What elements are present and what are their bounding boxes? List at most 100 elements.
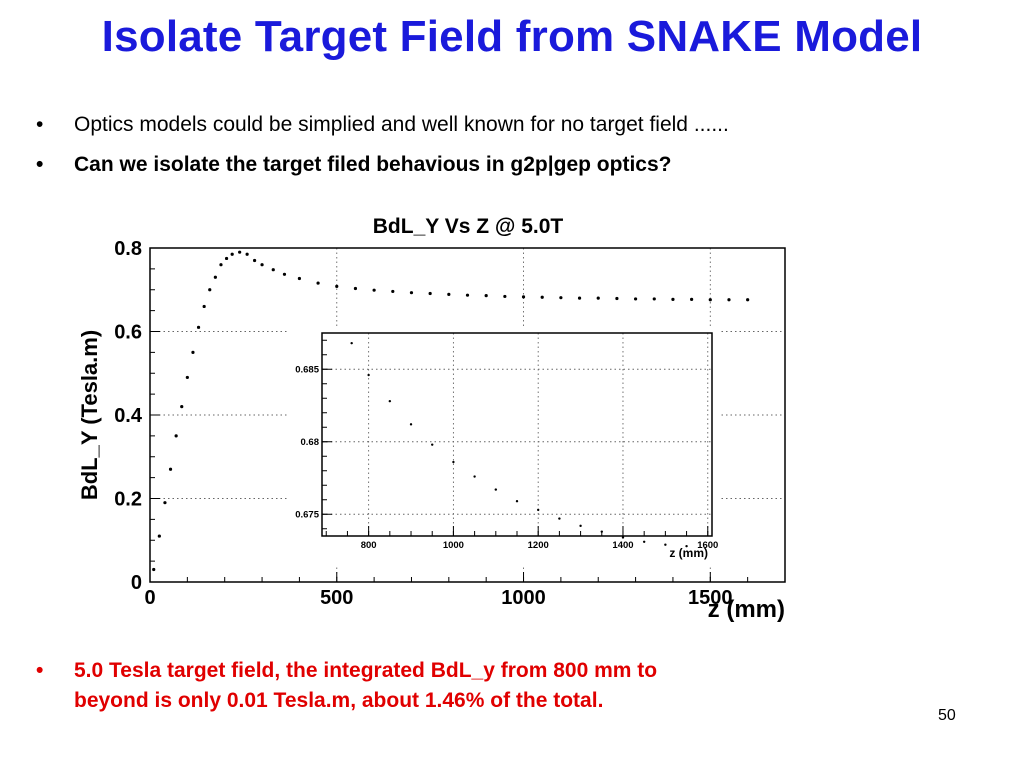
x-tick-label: 1000 <box>501 587 546 609</box>
data-point <box>335 284 339 289</box>
data-point <box>230 252 234 256</box>
data-point <box>388 399 392 403</box>
data-point <box>350 341 353 345</box>
data-point <box>596 296 600 300</box>
x-tick-label: 1200 <box>528 540 549 551</box>
bullet-item: • Can we isolate the target filed behavi… <box>36 152 996 178</box>
data-point <box>238 250 242 254</box>
data-point <box>316 281 320 285</box>
data-point <box>579 524 582 528</box>
data-point <box>494 488 498 491</box>
inset-x-axis-label: z (mm) <box>669 546 708 560</box>
data-point <box>409 291 414 295</box>
x-tick-label: 1000 <box>443 540 464 551</box>
x-tick-label: 500 <box>320 587 353 609</box>
data-point <box>252 258 257 263</box>
data-point <box>690 297 694 301</box>
plot-frame <box>321 332 713 537</box>
data-point <box>633 297 638 301</box>
bullet-marker: • <box>36 113 44 136</box>
y-tick-label: 0.685 <box>295 364 319 375</box>
data-point <box>353 286 358 291</box>
y-tick-label: 0.2 <box>114 489 142 511</box>
x-tick-label: 0 <box>144 587 155 609</box>
data-point <box>185 375 189 380</box>
data-point <box>671 297 675 301</box>
data-point <box>540 295 544 299</box>
bullet-marker: • <box>36 153 44 176</box>
data-point <box>157 534 161 538</box>
data-point <box>409 423 413 426</box>
y-tick-label: 0.68 <box>301 437 320 448</box>
bullet-text: 5.0 Tesla target field, the integrated B… <box>74 656 657 716</box>
data-point <box>428 291 432 296</box>
data-point <box>515 500 519 503</box>
x-tick-label: 1400 <box>612 540 633 551</box>
plot-background <box>322 333 712 536</box>
y-tick-label: 0.675 <box>295 509 319 520</box>
chart-title: BdL_Y Vs Z @ 5.0T <box>373 215 564 238</box>
y-tick-label: 0.6 <box>114 322 142 344</box>
data-point <box>219 263 223 267</box>
page-number: 50 <box>938 707 956 724</box>
data-point <box>600 530 603 533</box>
data-point <box>431 443 434 446</box>
bullet-item: • Optics models could be simplied and we… <box>36 112 996 138</box>
bullet-text: Optics models could be simplied and well… <box>74 113 729 136</box>
data-point <box>521 295 526 299</box>
y-tick-label: 0.8 <box>114 238 142 260</box>
data-point <box>577 296 582 300</box>
data-point <box>708 298 712 302</box>
data-point <box>473 475 476 478</box>
data-point <box>465 293 470 297</box>
bullet-list: • Optics models could be simplied and we… <box>36 112 996 192</box>
data-point <box>391 289 395 294</box>
data-point <box>168 467 173 471</box>
data-point <box>372 288 376 292</box>
data-point <box>208 288 212 292</box>
data-point <box>664 543 667 546</box>
slide-title: Isolate Target Field from SNAKE Model <box>101 12 923 61</box>
data-point <box>746 298 750 302</box>
data-point <box>503 294 507 299</box>
data-point <box>196 325 201 329</box>
data-point <box>260 263 264 267</box>
data-point <box>642 540 646 543</box>
x-tick-label: 1500 <box>688 587 733 609</box>
data-point <box>282 272 287 276</box>
data-point <box>297 276 302 281</box>
data-point <box>245 252 249 256</box>
data-point <box>367 373 370 377</box>
data-point <box>180 405 184 409</box>
data-point <box>163 501 167 505</box>
data-point <box>447 292 451 296</box>
data-point <box>559 296 563 300</box>
y-axis-label: BdL_Y (Tesla.m) <box>77 330 102 500</box>
bullet-text-line: 5.0 Tesla target field, the integrated B… <box>74 659 658 682</box>
bullet-item-conclusion: • 5.0 Tesla target field, the integrated… <box>36 656 916 716</box>
bullet-text: Can we isolate the target filed behaviou… <box>74 153 672 176</box>
x-tick-label: 1600 <box>697 540 718 551</box>
data-point <box>452 460 455 464</box>
data-point <box>685 544 688 548</box>
x-tick-label: 800 <box>361 540 377 551</box>
data-point <box>621 536 625 539</box>
data-point <box>224 256 229 261</box>
data-point <box>558 517 561 520</box>
data-point <box>152 567 156 572</box>
bullet-marker: • <box>36 659 44 682</box>
data-point <box>615 296 619 301</box>
data-point <box>213 275 217 279</box>
data-point <box>191 350 195 354</box>
y-tick-label: 0.4 <box>114 405 143 427</box>
x-axis-label: z (mm) <box>708 596 785 623</box>
data-point <box>202 304 206 309</box>
data-point <box>484 293 488 298</box>
plot-frame <box>149 247 786 583</box>
data-point <box>727 298 731 302</box>
data-point <box>536 508 540 512</box>
data-point <box>271 268 275 272</box>
inset-chart: 800 1000 1200 1400 1600 0.675 0.68 0.685 z (mm) <box>287 327 721 565</box>
bullet-text-line: beyond is only 0.01 Tesla.m, about 1.46%… <box>74 689 604 712</box>
